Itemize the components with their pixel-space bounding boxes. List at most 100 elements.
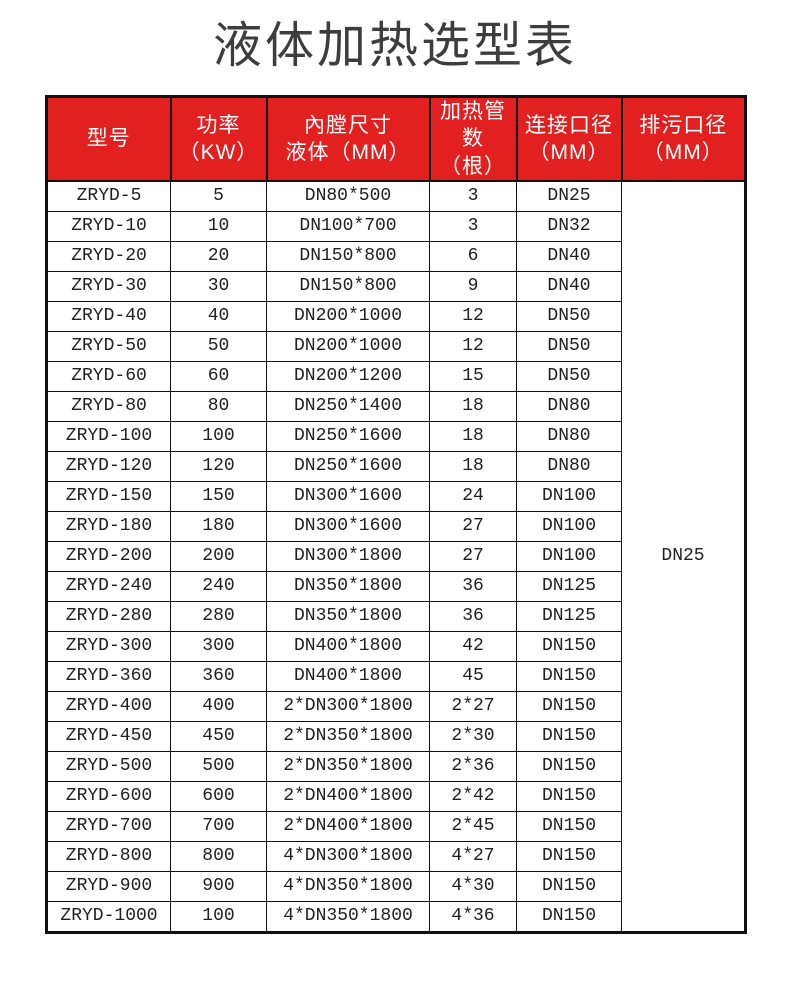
cell-model: ZRYD-800 <box>46 840 171 872</box>
cell-model: ZRYD-20 <box>46 240 171 272</box>
cell-tubes: 6 <box>429 240 517 272</box>
table-row: ZRYD-1000 100 4*DN350*1800 4*36 DN150 <box>46 900 746 933</box>
cell-tubes: 2*42 <box>429 780 517 812</box>
cell-tubes: 36 <box>429 570 517 602</box>
table-row: ZRYD-5 5 DN80*500 3 DN25 DN25 <box>46 180 746 933</box>
cell-model: ZRYD-180 <box>46 510 171 542</box>
cell-connection: DN40 <box>516 240 622 272</box>
column-header-connection: 连接口径 （MM） <box>515 95 623 182</box>
cell-tubes: 42 <box>429 630 517 662</box>
cell-connection: DN125 <box>516 600 622 632</box>
cell-tubes: 9 <box>429 270 517 302</box>
table-row: ZRYD-300 300 DN400*1800 42 DN150 <box>46 630 746 662</box>
cell-power: 500 <box>170 750 267 782</box>
cell-connection: DN80 <box>516 420 622 452</box>
cell-tubes: 18 <box>429 450 517 482</box>
table-row: ZRYD-500 500 2*DN350*1800 2*36 DN150 <box>46 750 746 782</box>
cell-connection: DN50 <box>516 300 622 332</box>
column-header-drain: 排污口径 （MM） <box>620 95 747 182</box>
cell-connection: DN125 <box>516 570 622 602</box>
cell-chamber: 2*DN350*1800 <box>266 720 430 752</box>
cell-chamber: 4*DN300*1800 <box>266 840 430 872</box>
cell-model: ZRYD-600 <box>46 780 171 812</box>
cell-tubes: 2*45 <box>429 810 517 842</box>
cell-model: ZRYD-280 <box>46 600 171 632</box>
cell-chamber: DN150*800 <box>266 240 430 272</box>
cell-chamber: 2*DN350*1800 <box>266 750 430 782</box>
cell-model: ZRYD-200 <box>46 540 171 572</box>
cell-chamber: DN300*1600 <box>266 480 430 512</box>
cell-power: 30 <box>170 270 267 302</box>
cell-power: 80 <box>170 390 267 422</box>
cell-connection: DN150 <box>516 750 622 782</box>
table-row: ZRYD-600 600 2*DN400*1800 2*42 DN150 <box>46 780 746 812</box>
cell-connection: DN100 <box>516 480 622 512</box>
cell-model: ZRYD-700 <box>46 810 171 842</box>
cell-connection: DN150 <box>516 810 622 842</box>
cell-connection: DN100 <box>516 540 622 572</box>
cell-tubes: 27 <box>429 510 517 542</box>
cell-power: 5 <box>170 180 267 212</box>
cell-tubes: 27 <box>429 540 517 572</box>
cell-tubes: 2*30 <box>429 720 517 752</box>
cell-chamber: DN250*1600 <box>266 420 430 452</box>
cell-power: 150 <box>170 480 267 512</box>
table-row: ZRYD-240 240 DN350*1800 36 DN125 <box>46 570 746 602</box>
cell-chamber: 2*DN400*1800 <box>266 810 430 842</box>
header-row: 型号 功率 （KW） 內膛尺寸 液体（MM） 加热管数 （根） 连接口径 （MM） 排污口… <box>45 95 747 182</box>
cell-model: ZRYD-360 <box>46 660 171 692</box>
cell-connection: DN150 <box>516 900 622 933</box>
cell-model: ZRYD-400 <box>46 690 171 722</box>
cell-connection: DN80 <box>516 450 622 482</box>
cell-connection: DN150 <box>516 840 622 872</box>
cell-tubes: 12 <box>429 300 517 332</box>
cell-chamber: DN300*1600 <box>266 510 430 542</box>
cell-tubes: 12 <box>429 330 517 362</box>
cell-power: 800 <box>170 840 267 872</box>
selection-table: 型号 功率 （KW） 內膛尺寸 液体（MM） 加热管数 （根） 连接口径 （MM） 排污口… <box>45 95 747 934</box>
cell-power: 10 <box>170 210 267 242</box>
cell-chamber: 2*DN300*1800 <box>266 690 430 722</box>
cell-tubes: 4*30 <box>429 870 517 902</box>
cell-power: 900 <box>170 870 267 902</box>
table-body: ZRYD-5 5 DN80*500 3 DN25 DN25 ZRYD-10 10 DN100*7… <box>46 180 746 933</box>
cell-power: 60 <box>170 360 267 392</box>
cell-model: ZRYD-300 <box>46 630 171 662</box>
cell-power: 300 <box>170 630 267 662</box>
table-row: ZRYD-700 700 2*DN400*1800 2*45 DN150 <box>46 810 746 842</box>
table-row: ZRYD-120 120 DN250*1600 18 DN80 <box>46 450 746 482</box>
cell-chamber: 4*DN350*1800 <box>266 870 430 902</box>
cell-connection: DN50 <box>516 360 622 392</box>
table-row: ZRYD-280 280 DN350*1800 36 DN125 <box>46 600 746 632</box>
cell-chamber: DN150*800 <box>266 270 430 302</box>
cell-chamber: DN200*1200 <box>266 360 430 392</box>
cell-chamber: DN250*1400 <box>266 390 430 422</box>
cell-tubes: 24 <box>429 480 517 512</box>
cell-connection: DN150 <box>516 660 622 692</box>
cell-tubes: 36 <box>429 600 517 632</box>
column-header-tubes: 加热管数 （根） <box>428 95 518 182</box>
cell-chamber: DN400*1800 <box>266 660 430 692</box>
cell-tubes: 3 <box>429 180 517 212</box>
cell-connection: DN150 <box>516 690 622 722</box>
cell-tubes: 15 <box>429 360 517 392</box>
cell-model: ZRYD-40 <box>46 300 171 332</box>
cell-chamber: DN100*700 <box>266 210 430 242</box>
cell-connection: DN25 <box>516 180 622 212</box>
cell-chamber: DN300*1800 <box>266 540 430 572</box>
cell-chamber: 2*DN400*1800 <box>266 780 430 812</box>
cell-power: 450 <box>170 720 267 752</box>
cell-chamber: DN200*1000 <box>266 300 430 332</box>
cell-model: ZRYD-30 <box>46 270 171 302</box>
cell-tubes: 4*27 <box>429 840 517 872</box>
cell-tubes: 45 <box>429 660 517 692</box>
cell-power: 180 <box>170 510 267 542</box>
cell-drain-merged: DN25 <box>621 180 746 933</box>
table-row: ZRYD-360 360 DN400*1800 45 DN150 <box>46 660 746 692</box>
cell-model: ZRYD-120 <box>46 450 171 482</box>
cell-chamber: DN250*1600 <box>266 450 430 482</box>
cell-power: 240 <box>170 570 267 602</box>
cell-model: ZRYD-1000 <box>46 900 171 933</box>
cell-power: 400 <box>170 690 267 722</box>
